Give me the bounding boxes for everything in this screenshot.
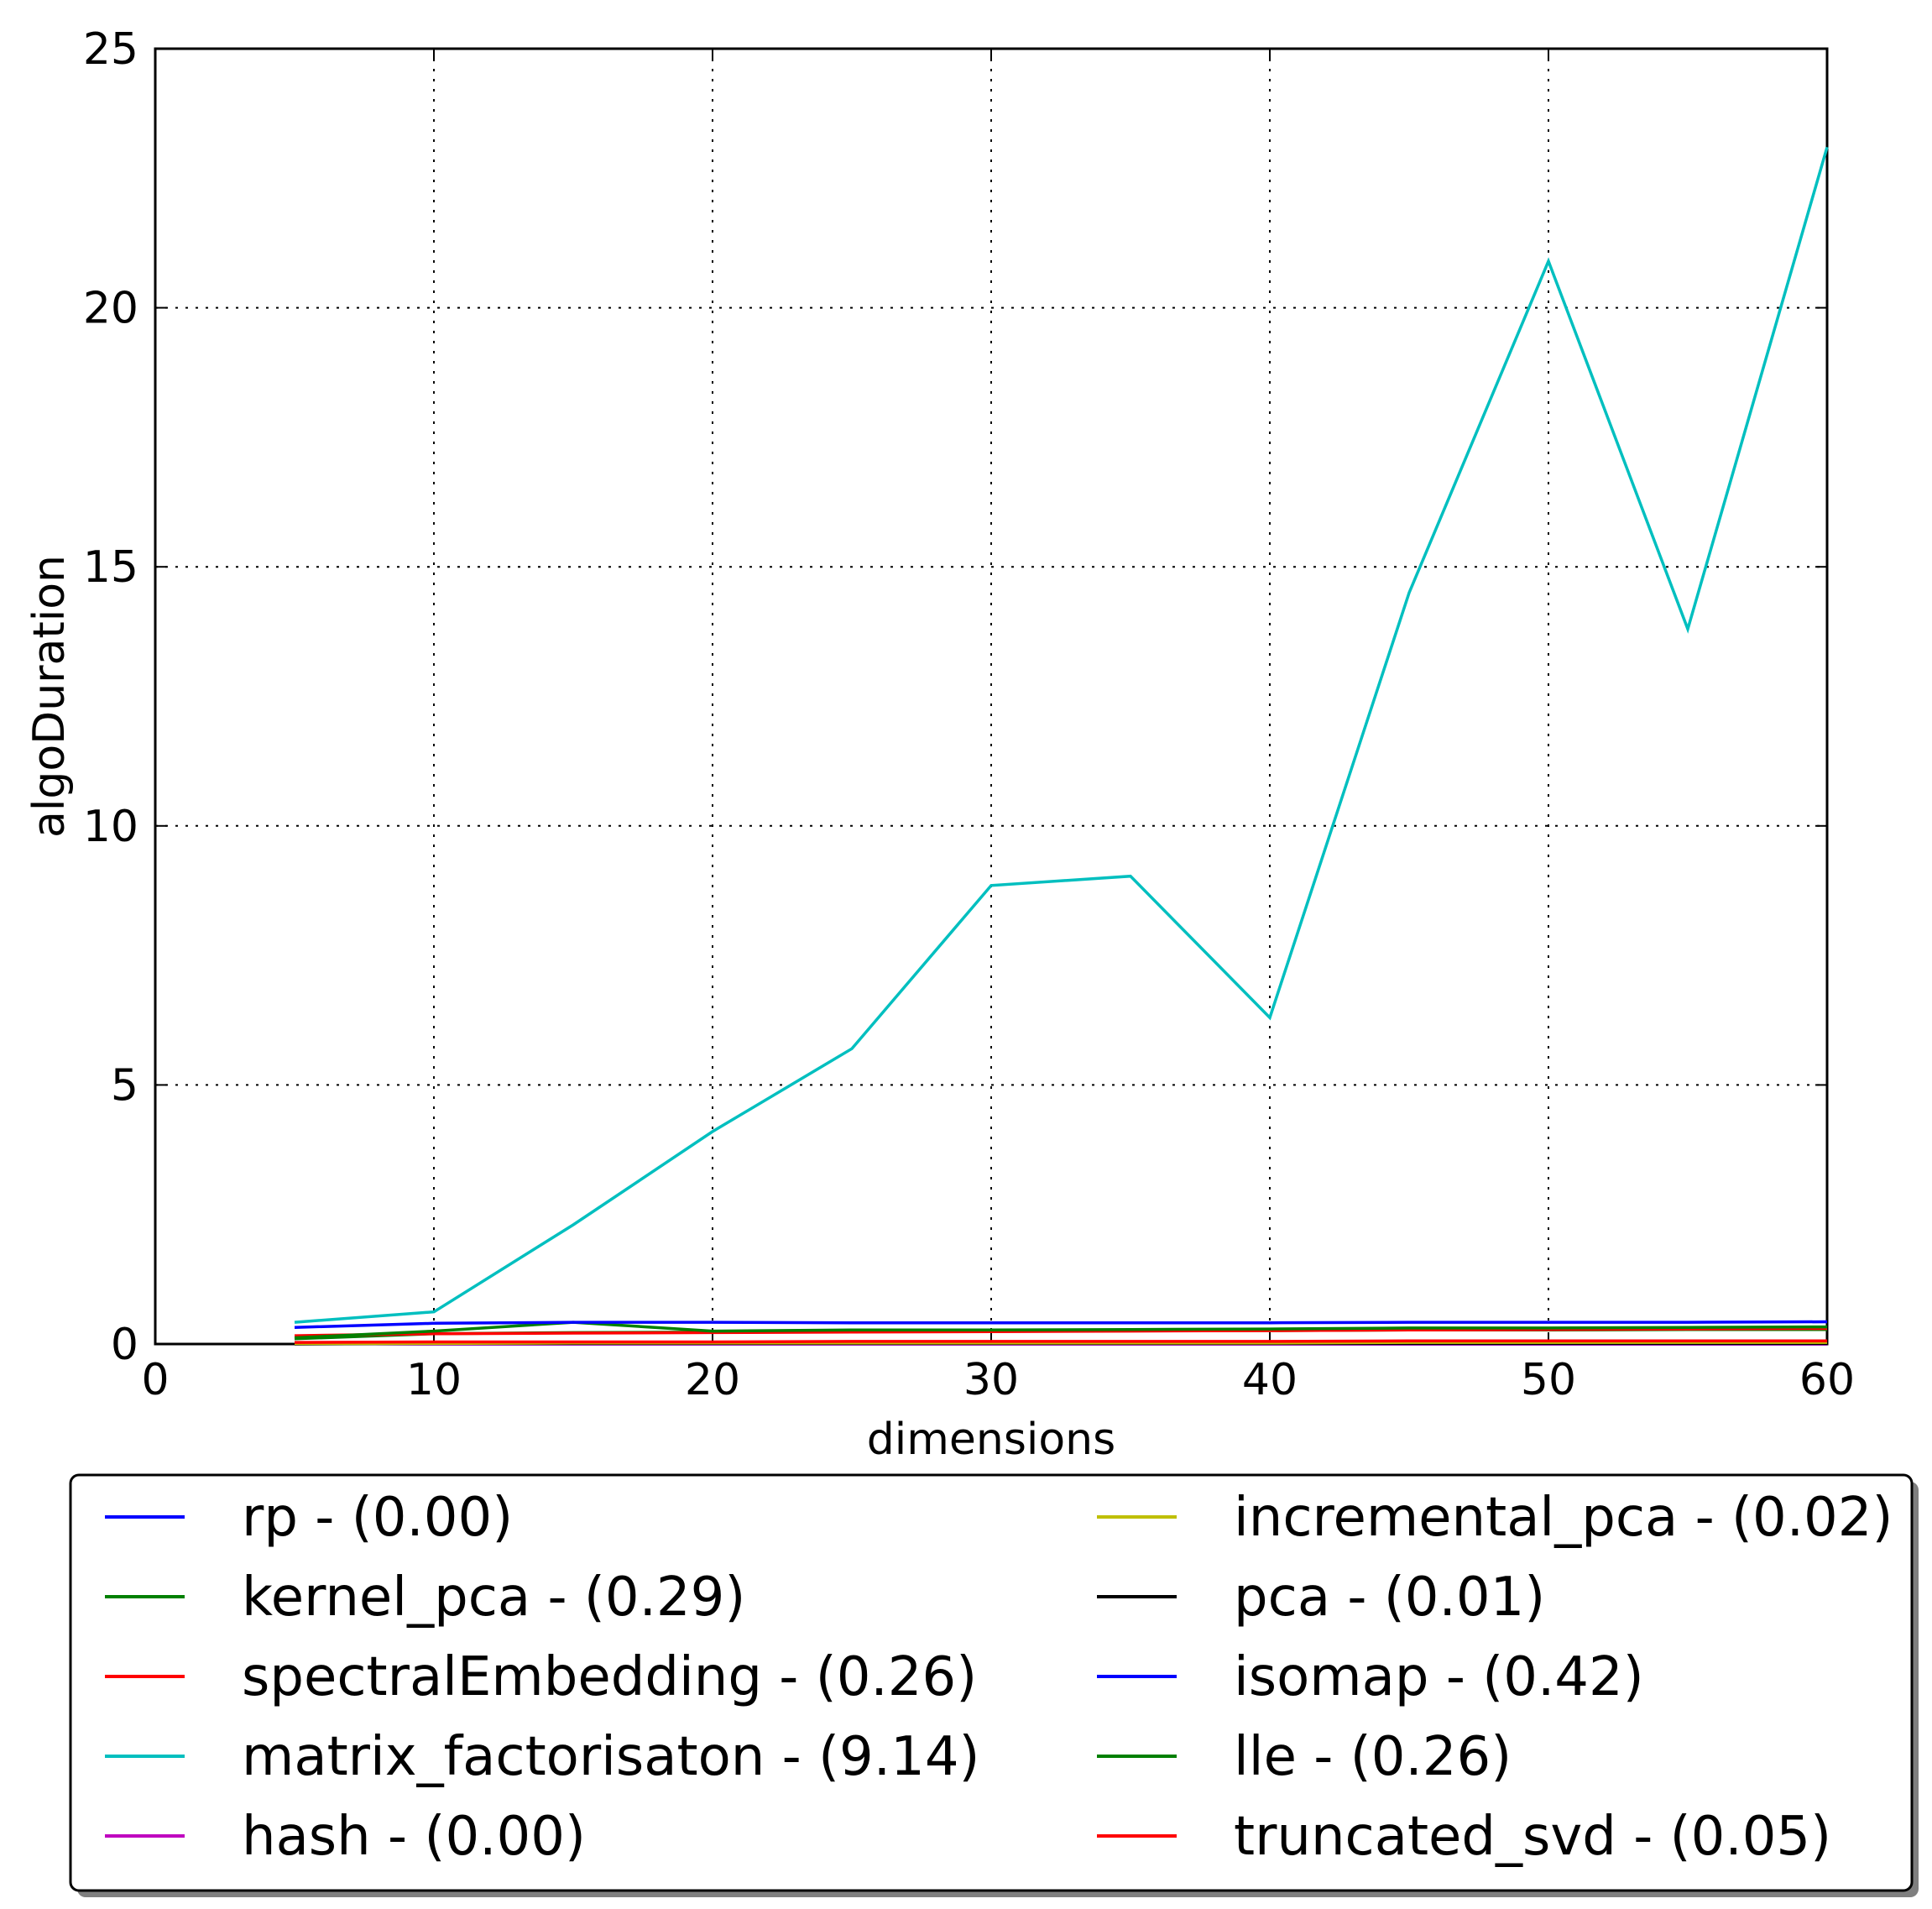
legend: rp - (0.00) kernel_pca - (0.29) spectralEm… xyxy=(69,1473,1919,1897)
x-tick-label: 20 xyxy=(685,1355,740,1405)
x-tick-label: 50 xyxy=(1521,1355,1576,1405)
legend-label: rp - (0.00) xyxy=(242,1487,513,1549)
x-tick-label: 0 xyxy=(141,1355,169,1405)
grid xyxy=(155,49,1827,1344)
plot-area xyxy=(154,47,1829,1346)
x-tick-label: 10 xyxy=(406,1355,462,1405)
legend-label: hash - (0.00) xyxy=(242,1806,586,1868)
y-tick-label: 5 xyxy=(111,1060,138,1111)
y-axis-label: algoDuration xyxy=(24,555,75,838)
axis-ticks: 0 10 20 30 40 50 60 0 5 10 15 20 25 xyxy=(83,24,1855,1405)
series-line-2 xyxy=(294,1326,1828,1337)
series-lines xyxy=(294,146,1829,1346)
x-axis-label: dimensions xyxy=(867,1415,1115,1465)
y-tick-label: 15 xyxy=(83,542,138,593)
x-tick-label: 30 xyxy=(963,1355,1019,1405)
legend-box xyxy=(69,1473,1914,1892)
series-line-3 xyxy=(294,146,1829,1324)
y-tick-label: 20 xyxy=(83,284,138,334)
legend-label: kernel_pca - (0.29) xyxy=(242,1566,745,1629)
legend-label: incremental_pca - (0.02) xyxy=(1234,1487,1893,1549)
legend-label: truncated_svd - (0.05) xyxy=(1234,1806,1831,1868)
legend-label: lle - (0.26) xyxy=(1234,1726,1512,1788)
legend-label: pca - (0.01) xyxy=(1234,1566,1545,1629)
y-tick-label: 25 xyxy=(83,24,138,75)
legend-label: isomap - (0.42) xyxy=(1234,1646,1644,1708)
legend-label: spectralEmbedding - (0.26) xyxy=(242,1646,977,1708)
y-tick-label: 10 xyxy=(83,802,138,852)
legend-label: matrix_factorisaton - (9.14) xyxy=(242,1726,980,1788)
x-tick-label: 60 xyxy=(1799,1355,1855,1405)
series-line-7 xyxy=(294,1320,1828,1329)
x-tick-label: 40 xyxy=(1242,1355,1298,1405)
series-line-9 xyxy=(294,1339,1827,1344)
legend-entries: rp - (0.00) kernel_pca - (0.29) spectralEm… xyxy=(105,1487,1893,1868)
y-tick-label: 0 xyxy=(111,1320,138,1370)
